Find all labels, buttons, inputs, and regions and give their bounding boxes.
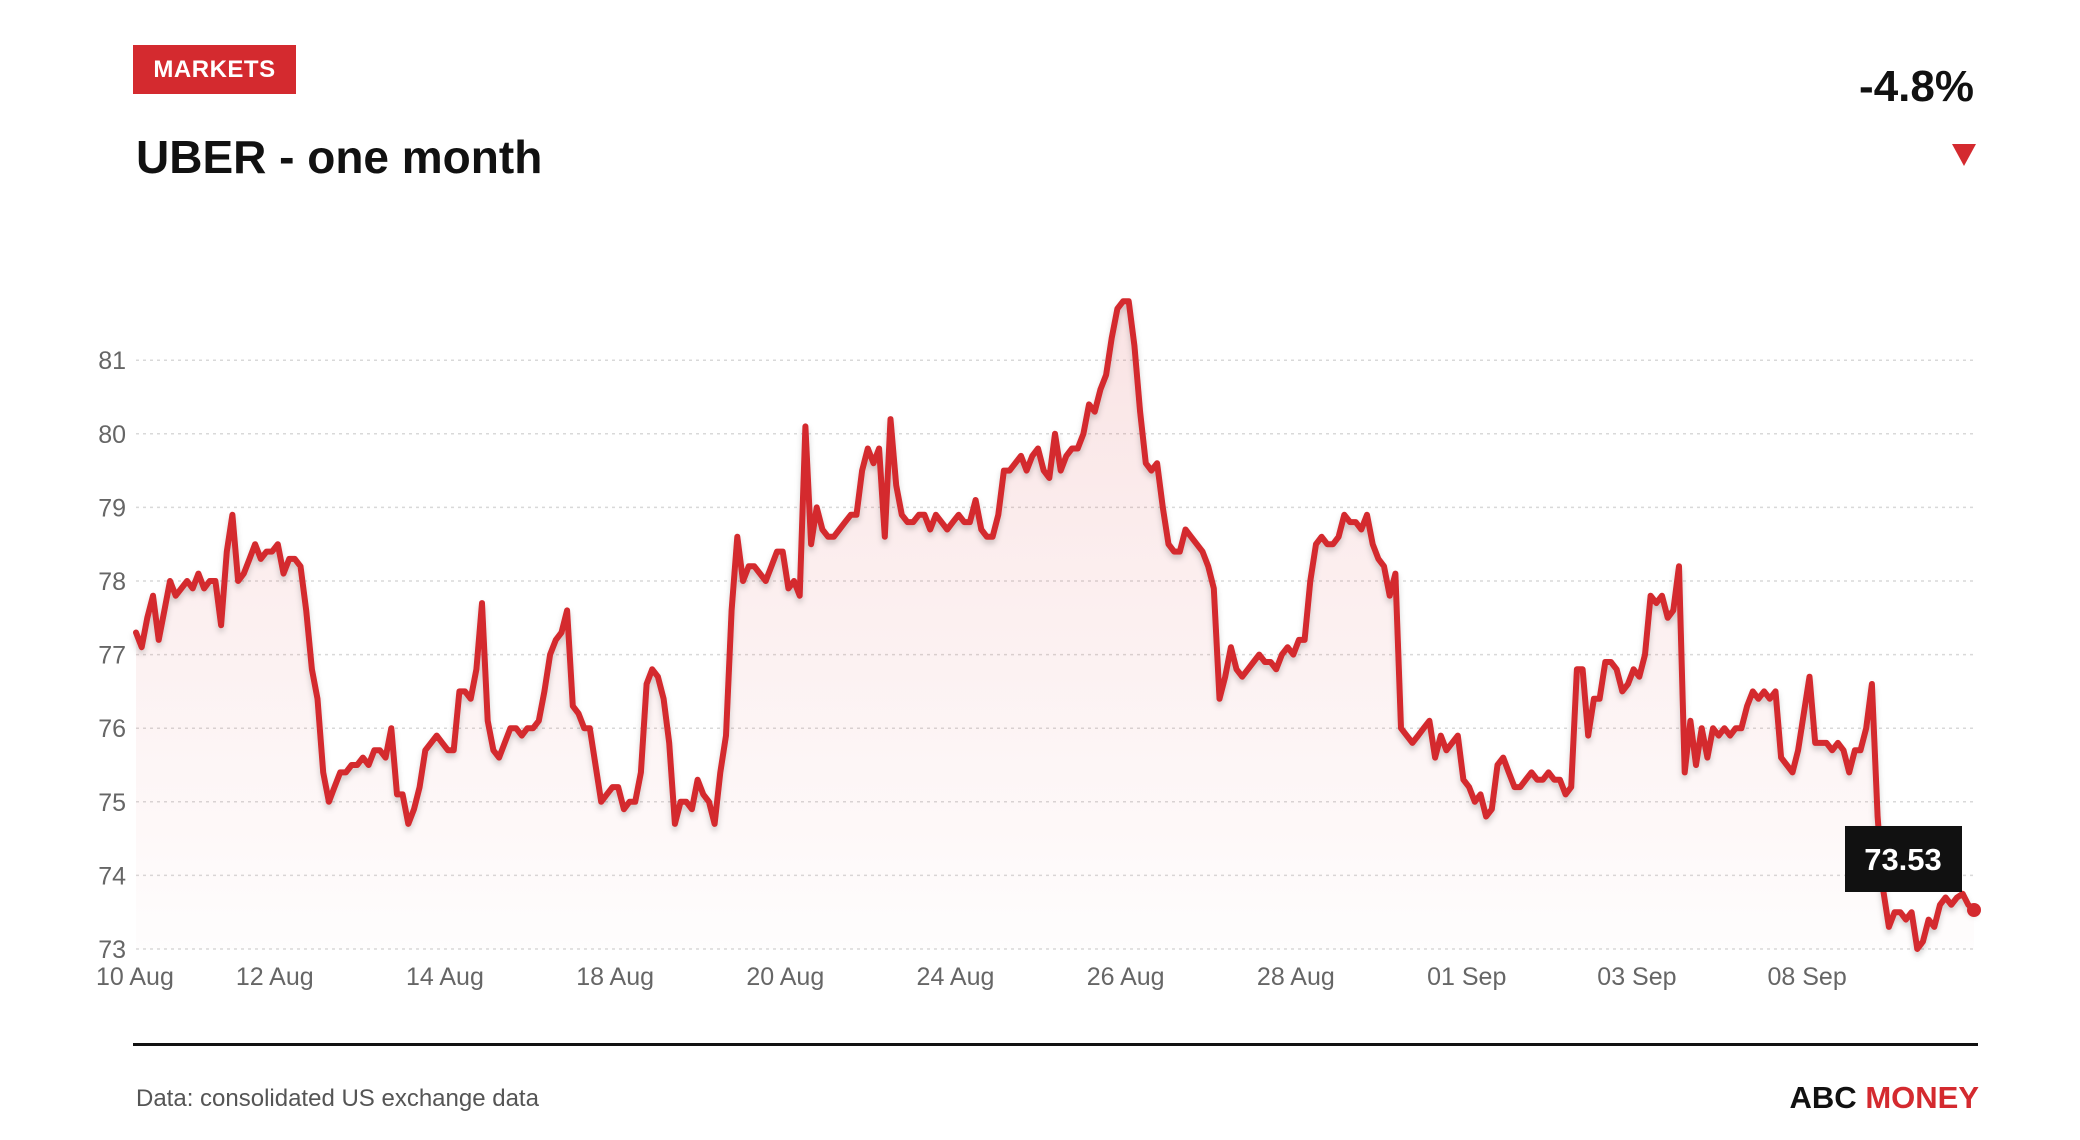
- y-tick-label: 74: [98, 862, 126, 890]
- x-tick-label: 24 Aug: [917, 963, 995, 991]
- y-tick-label: 79: [98, 494, 126, 522]
- price-chart: 73 74 75 76 77 78 79 80 81 10 Aug 12 Aug 14 Aug 18 …: [96, 298, 1981, 991]
- markets-tag: MARKETS: [133, 45, 296, 94]
- y-axis-ticks: 73 74 75 76 77 78 79 80 81: [98, 347, 126, 964]
- last-value-label: 73.53: [1845, 825, 1962, 892]
- x-tick-label: 14 Aug: [406, 963, 484, 991]
- x-tick-label: 18 Aug: [576, 963, 654, 991]
- triangle-down-icon: [1952, 144, 1976, 166]
- last-value-label-text: 73.53: [1864, 842, 1942, 877]
- brand-primary: ABC: [1789, 1080, 1857, 1115]
- x-tick-label: 28 Aug: [1257, 963, 1335, 991]
- y-tick-label: 77: [98, 642, 126, 670]
- chart-title: UBER - one month: [136, 131, 543, 183]
- x-tick-label: 08 Sep: [1767, 963, 1846, 991]
- y-tick-label: 78: [98, 568, 126, 596]
- brand-logo: ABC MONEY: [1790, 1080, 1979, 1116]
- x-tick-label: 01 Sep: [1427, 963, 1506, 991]
- price-line: [133, 298, 1977, 952]
- last-value-label-background: [1845, 825, 1962, 892]
- y-tick-label: 81: [98, 347, 126, 375]
- x-tick-label: 10 Aug: [96, 963, 174, 991]
- price-area: [136, 301, 1974, 949]
- y-tick-label: 73: [98, 936, 126, 964]
- last-point-marker: [1967, 902, 1981, 917]
- brand-accent: MONEY: [1865, 1080, 1979, 1115]
- x-tick-label: 03 Sep: [1597, 963, 1676, 991]
- percent-change: -4.8%: [1859, 62, 1974, 111]
- y-tick-label: 75: [98, 789, 126, 817]
- x-tick-label: 26 Aug: [1087, 963, 1165, 991]
- x-tick-label: 12 Aug: [236, 963, 314, 991]
- data-source-note: Data: consolidated US exchange data: [136, 1085, 539, 1112]
- y-tick-label: 80: [98, 421, 126, 449]
- x-tick-label: 20 Aug: [746, 963, 824, 991]
- footer-divider: [133, 1043, 1978, 1046]
- x-axis-ticks: 10 Aug 12 Aug 14 Aug 18 Aug 20 Aug 24 Aug 26 A…: [96, 963, 1847, 991]
- y-tick-label: 76: [98, 715, 126, 743]
